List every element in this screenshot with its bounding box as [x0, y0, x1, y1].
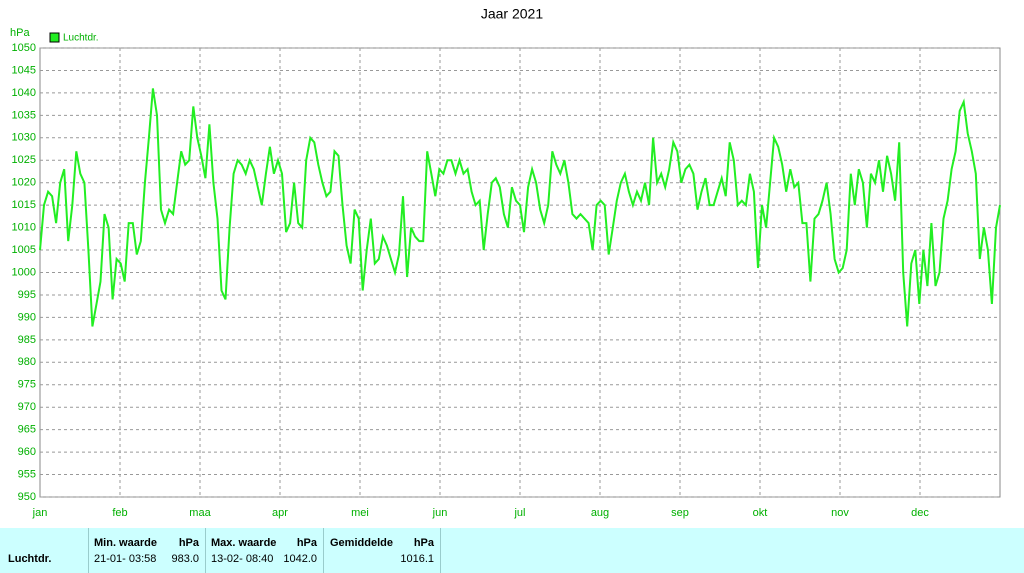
y-tick-label: 965 — [18, 424, 36, 436]
y-tick-label: 1005 — [12, 244, 36, 256]
y-tick-label: 970 — [18, 401, 36, 413]
y-tick-label: 1025 — [12, 154, 36, 166]
stat-unit: hPa — [413, 537, 434, 549]
y-tick-label: 995 — [18, 289, 36, 301]
x-tick-label: nov — [831, 507, 849, 519]
x-tick-label: dec — [911, 507, 929, 519]
x-tick-label: okt — [753, 507, 768, 519]
stats-table: Luchtdr. Min. waarde hPa 21-01- 03:58 98… — [0, 528, 1024, 573]
stat-time: 13-02- 08:40 — [211, 553, 274, 565]
y-tick-label: 1010 — [12, 222, 36, 234]
y-tick-label: 985 — [18, 334, 36, 346]
y-tick-label: 1000 — [12, 266, 36, 278]
legend-label: Luchtdr. — [63, 33, 99, 44]
y-tick-label: 1015 — [12, 199, 36, 211]
y-tick-label: 950 — [18, 491, 36, 503]
stat-unit: hPa — [296, 537, 317, 549]
y-tick-label: 1030 — [12, 132, 36, 144]
x-tick-label: jun — [432, 507, 448, 519]
x-tick-label: apr — [272, 507, 288, 519]
stat-header: Max. waarde — [211, 537, 277, 549]
y-tick-label: 955 — [18, 468, 36, 480]
y-tick-label: 960 — [18, 446, 36, 458]
row-label-cell: Luchtdr. — [0, 528, 89, 573]
stat-header: Min. waarde — [94, 537, 157, 549]
y-tick-label: 1020 — [12, 177, 36, 189]
stat-value: 1042.0 — [283, 553, 317, 565]
stat-cell: Max. waarde hPa 13-02- 08:40 1042.0 — [206, 528, 324, 573]
stat-header: Gemiddelde — [330, 537, 393, 549]
y-tick-label: 975 — [18, 379, 36, 391]
x-tick-label: aug — [591, 507, 609, 519]
x-tick-label: mei — [351, 507, 369, 519]
chart-title: Jaar 2021 — [481, 6, 543, 22]
x-tick-label: jul — [513, 507, 525, 519]
data-line — [39, 88, 1001, 327]
x-tick-label: sep — [671, 507, 689, 519]
y-tick-label: 980 — [18, 356, 36, 368]
stat-cell: Gemiddelde hPa 1016.1 — [324, 528, 441, 573]
row-label: Luchtdr. — [8, 553, 52, 565]
chart: Jaar 2021 hPa 950 955 960 965 970 975 980 985 99… — [10, 6, 1001, 519]
stat-unit: hPa — [178, 537, 199, 549]
stat-value: 983.0 — [171, 553, 199, 565]
legend-swatch — [49, 32, 60, 43]
stat-value: 1016.1 — [400, 553, 434, 565]
y-tick-label: 1035 — [12, 109, 36, 121]
y-axis-label: hPa — [10, 27, 30, 39]
y-tick-label: 990 — [18, 311, 36, 323]
x-tick-label: maa — [189, 507, 211, 519]
stat-time: 21-01- 03:58 — [94, 553, 157, 565]
x-tick-label: feb — [112, 507, 127, 519]
y-tick-label: 1045 — [12, 64, 36, 76]
y-tick-label: 1050 — [12, 42, 36, 54]
y-tick-label: 1040 — [12, 87, 36, 99]
stat-cell: Min. waarde hPa 21-01- 03:58 983.0 — [89, 528, 206, 573]
x-tick-label: jan — [32, 507, 48, 519]
